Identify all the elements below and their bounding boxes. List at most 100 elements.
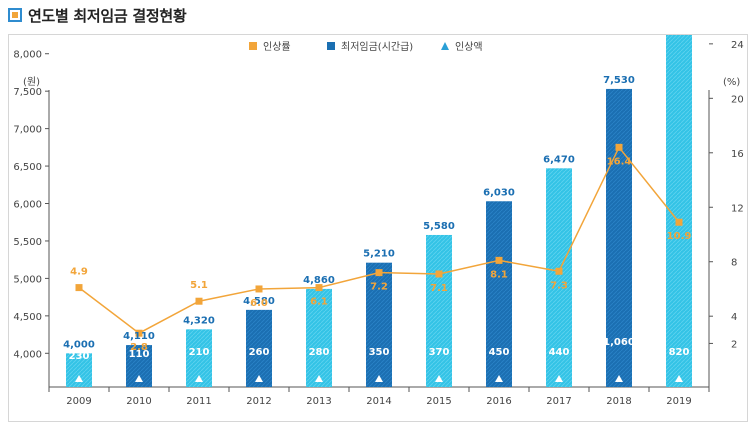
left-tick-label: 5,000: [13, 274, 42, 285]
x-tick-label: 2013: [306, 396, 331, 407]
legend-item-3: 인상액: [441, 41, 483, 53]
wage-bar: [486, 201, 512, 387]
right-tick-label: 16: [731, 149, 744, 160]
increase-marker-icon: [75, 375, 83, 382]
rate-value-label: 7.3: [550, 280, 568, 291]
wage-bar: [606, 88, 632, 387]
page-title: 연도별 최저임금 결정현황: [28, 6, 187, 25]
wage-value-label: 4,000: [63, 339, 95, 350]
increase-value-label: 440: [549, 347, 570, 358]
rate-value-label: 10.9: [667, 231, 692, 242]
wage-bar: [306, 288, 332, 387]
wage-value-label: 4,110: [123, 331, 155, 342]
right-tick-label: 4: [731, 312, 737, 323]
rate-value-label: 6.0: [250, 298, 268, 309]
increase-value-label: 110: [129, 349, 150, 360]
increase-marker-icon: [435, 375, 443, 382]
left-tick-label: 7,500: [13, 87, 42, 98]
wage-bar: [426, 234, 452, 387]
rate-point: [615, 143, 623, 151]
increase-value-label: 260: [249, 347, 270, 358]
wage-value-label: 5,580: [423, 221, 455, 232]
rate-value-label: 4.9: [70, 267, 88, 278]
legend-item-1: 인상률: [249, 41, 291, 53]
x-tick-label: 2012: [246, 396, 271, 407]
rate-point: [195, 297, 203, 305]
rate-point: [255, 285, 263, 293]
legend: 인상률 최저임금(시간급) 인상액: [249, 40, 483, 53]
right-tick-label: 8: [731, 258, 737, 269]
legend-item-2: 최저임금(시간급): [327, 40, 413, 53]
left-tick-label: 4,500: [13, 312, 42, 323]
wage-value-label: 4,580: [243, 296, 275, 307]
rate-point: [135, 329, 143, 337]
increase-value-label: 450: [489, 347, 510, 358]
rate-point: [495, 256, 503, 264]
left-tick-label: 5,500: [13, 237, 42, 248]
increase-marker-icon: [195, 375, 203, 382]
rate-point: [75, 284, 83, 292]
wage-bar: [246, 309, 272, 387]
x-tick-label: 2011: [186, 396, 211, 407]
rate-point: [435, 270, 443, 278]
increase-marker-icon: [135, 375, 143, 382]
rate-value-label: 8.1: [490, 269, 508, 280]
legend-label: 최저임금(시간급): [341, 40, 413, 53]
rate-value-label: 6.1: [310, 297, 328, 308]
x-tick-label: 2018: [606, 396, 631, 407]
increase-value-label: 230: [69, 351, 90, 362]
rate-value-label: 7.2: [370, 282, 388, 293]
rate-value-label: 2.8: [130, 342, 148, 353]
x-tick-label: 2019: [666, 396, 691, 407]
left-tick-label: 7,000: [13, 125, 42, 136]
right-tick-label: 2: [731, 339, 737, 350]
right-tick-label: 20: [731, 94, 744, 105]
bar-series: [66, 35, 692, 387]
left-tick-label: 6,500: [13, 162, 42, 173]
right-tick-label: 12: [731, 203, 744, 214]
x-tick-label: 2017: [546, 396, 571, 407]
wage-value-label: 4,860: [303, 275, 335, 286]
increase-value-label: 820: [669, 347, 690, 358]
left-tick-label: 4,000: [13, 349, 42, 360]
increase-value-label: 210: [189, 347, 210, 358]
chart-svg: 인상률 최저임금(시간급) 인상액 (원) (%) 4,000 4,500 5,000 5,5…: [13, 35, 744, 407]
increase-marker-icon: [315, 375, 323, 382]
data-labels: 4,000 4,110 4,320 4,580 4,860 5,210 5,580 6,030…: [63, 75, 692, 362]
x-tick-label: 2009: [66, 396, 91, 407]
right-tick-label: 24: [731, 40, 744, 51]
left-tick-label: 8,000: [13, 50, 42, 61]
increase-value-label: 280: [309, 347, 330, 358]
wage-value-label: 6,470: [543, 154, 575, 165]
rate-point: [675, 218, 683, 226]
increase-marker-icon: [495, 375, 503, 382]
rate-value-label: 16.4: [607, 156, 632, 167]
increase-marker-icon: [255, 375, 263, 382]
increase-value-label: 1,060: [603, 337, 635, 348]
wage-bar: [366, 262, 392, 387]
increase-value-label: 370: [429, 347, 450, 358]
wage-value-label: 6,030: [483, 187, 515, 198]
increase-marker-icon: [375, 375, 383, 382]
x-tick-label: 2014: [366, 396, 391, 407]
bar-swatch-icon: [327, 42, 335, 50]
wage-value-label: 7,530: [603, 75, 635, 86]
rate-point: [375, 269, 383, 277]
legend-label: 인상률: [263, 41, 291, 53]
triangle-marker-icon: [441, 42, 449, 50]
wage-bar: [546, 168, 572, 387]
increase-marker-icon: [675, 375, 683, 382]
rate-point: [555, 267, 563, 275]
rate-value-label: 7.1: [430, 283, 448, 294]
increase-marker-icon: [615, 375, 623, 382]
x-tick-label: 2010: [126, 396, 151, 407]
x-tick-label: 2015: [426, 396, 451, 407]
increase-marker-icon: [555, 375, 563, 382]
title-square-icon: [8, 8, 22, 22]
rate-line-series: [75, 143, 683, 337]
page-header: 연도별 최저임금 결정현황: [8, 4, 187, 26]
wage-value-label: 5,210: [363, 249, 395, 260]
legend-label: 인상액: [455, 41, 483, 53]
left-axis-unit: (원): [23, 76, 40, 88]
chart-panel: 인상률 최저임금(시간급) 인상액 (원) (%) 4,000 4,500 5,000 5,5…: [8, 34, 748, 422]
